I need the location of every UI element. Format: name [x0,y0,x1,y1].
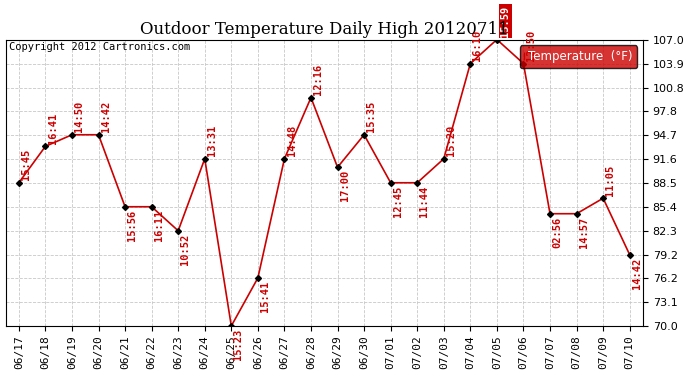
Text: 16:11: 16:11 [154,210,164,241]
Text: 14:50: 14:50 [74,101,84,132]
Text: 13:31: 13:31 [207,125,217,156]
Title: Outdoor Temperature Daily High 20120711: Outdoor Temperature Daily High 20120711 [140,21,509,38]
Text: 12:45: 12:45 [393,186,403,217]
Text: 11:05: 11:05 [605,164,615,195]
Text: 15:20: 15:20 [446,125,456,156]
Text: 14:57: 14:57 [579,216,589,248]
Text: 15:23: 15:23 [233,328,244,360]
Text: 10:52: 10:52 [180,234,190,265]
Text: 16:41: 16:41 [48,112,57,144]
Text: 15:41: 15:41 [260,280,270,312]
Text: 16:10: 16:10 [473,30,482,61]
Text: 15:35: 15:35 [366,101,376,132]
Text: 15:59: 15:59 [500,6,510,37]
Text: 11:44: 11:44 [420,186,429,217]
Text: Copyright 2012 Cartronics.com: Copyright 2012 Cartronics.com [9,42,190,52]
Text: 12:50: 12:50 [526,30,535,61]
Text: 15:56: 15:56 [127,210,137,241]
Text: 02:56: 02:56 [552,216,562,248]
Text: 14:48: 14:48 [286,125,297,156]
Text: 12:16: 12:16 [313,64,323,95]
Text: 14:42: 14:42 [101,101,110,132]
Text: 17:00: 17:00 [339,170,350,201]
Text: 15:45: 15:45 [21,149,31,180]
Legend: Temperature  (°F): Temperature (°F) [520,45,637,68]
Text: 14:42: 14:42 [632,258,642,289]
